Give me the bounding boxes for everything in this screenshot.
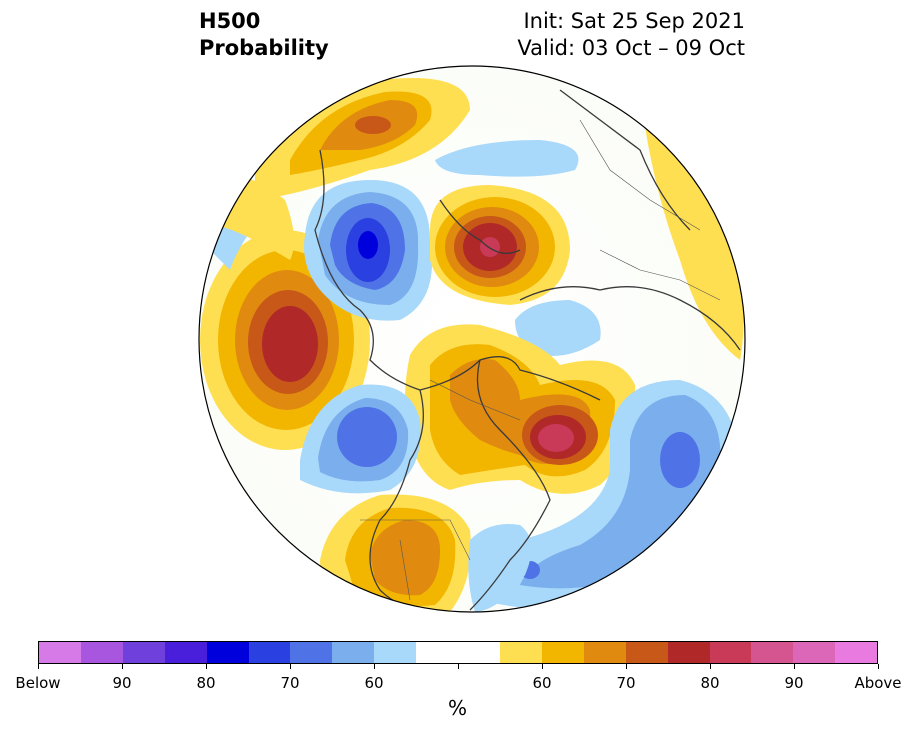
colorbar-ticks: Below 90 80 70 60 60 70 80 90 Above <box>15 664 902 692</box>
colorbar-tick-label: 70 <box>280 674 300 692</box>
colorbar-swatch <box>458 642 500 663</box>
colorbar-swatch <box>835 642 878 663</box>
colorbar-tick-label: 70 <box>616 674 636 692</box>
anomaly-above-east-edge <box>640 90 745 360</box>
colorbar-tick <box>625 664 627 669</box>
colorbar-tick <box>877 664 879 669</box>
anomaly-below-arctic-ocean <box>435 140 579 177</box>
colorbar-swatch <box>206 642 249 663</box>
colorbar-tick <box>37 664 39 669</box>
colorbar <box>38 641 878 664</box>
colorbar-tick-label: Below <box>15 674 61 692</box>
colorbar-swatch <box>793 642 836 663</box>
colorbar-tick-label: 60 <box>364 674 384 692</box>
colorbar-tick <box>793 664 795 669</box>
title-line-1: H500 <box>199 9 261 33</box>
title-line-2: Probability <box>199 36 329 60</box>
colorbar-swatch <box>709 642 752 663</box>
colorbar-tick <box>457 664 459 669</box>
colorbar-swatch <box>39 642 81 663</box>
colorbar-swatch <box>625 642 668 663</box>
anomaly-above-arctic <box>430 185 570 305</box>
colorbar-tick-label: 90 <box>784 674 804 692</box>
colorbar-swatch <box>583 642 626 663</box>
colorbar-swatch <box>667 642 710 663</box>
init-time: Init: Sat 25 Sep 2021 <box>523 9 745 33</box>
colorbar-tick-label: 80 <box>700 674 720 692</box>
coastlines <box>314 89 741 611</box>
colorbar-tick <box>289 664 291 669</box>
colorbar-unit: % <box>447 696 467 720</box>
map-boundary <box>198 65 746 613</box>
forecast-info: Init: Sat 25 Sep 2021 Valid: 03 Oct – 09… <box>517 8 745 62</box>
colorbar-swatch <box>416 642 459 663</box>
colorbar-tick <box>205 664 207 669</box>
colorbar-swatch <box>332 642 375 663</box>
colorbar-tick <box>709 664 711 669</box>
colorbar-swatch <box>122 642 165 663</box>
colorbar-swatch <box>164 642 207 663</box>
colorbar-tick-label: 90 <box>112 674 132 692</box>
colorbar-tick-label: Above <box>854 674 902 692</box>
colorbar-tick-label: 60 <box>532 674 552 692</box>
colorbar-swatch <box>541 642 584 663</box>
colorbar-tick <box>373 664 375 669</box>
colorbar-tick <box>541 664 543 669</box>
colorbar-swatch <box>80 642 123 663</box>
map-title: H500 Probability <box>199 8 329 62</box>
anomaly-above-us-west <box>320 494 471 612</box>
colorbar-swatch <box>499 642 542 663</box>
colorbar-tick-label: 80 <box>196 674 216 692</box>
anomaly-below-gulf-alaska <box>300 384 421 494</box>
anomaly-below-us-east <box>468 524 532 612</box>
valid-period: Valid: 03 Oct – 09 Oct <box>517 36 745 60</box>
colorbar-swatch <box>290 642 333 663</box>
colorbar-swatch <box>751 642 794 663</box>
anomaly-below-siberia <box>304 180 432 321</box>
anomaly-above-greenland <box>405 324 636 494</box>
anomaly-below-europe <box>515 300 601 356</box>
colorbar-tick <box>121 664 123 669</box>
borders <box>360 119 721 601</box>
colorbar-swatch <box>248 642 291 663</box>
colorbar-swatch <box>374 642 417 663</box>
